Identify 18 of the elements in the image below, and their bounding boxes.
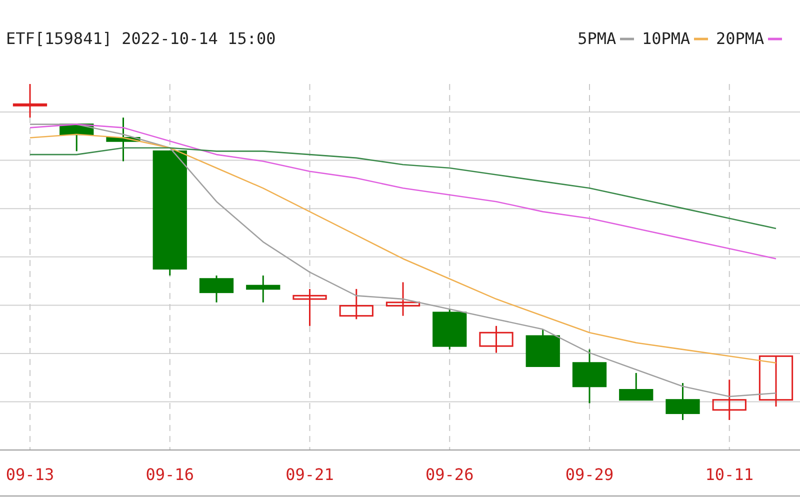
legend-label: 10PMA xyxy=(642,29,691,48)
candlestick xyxy=(246,274,280,304)
legend-label: 20PMA xyxy=(716,29,765,48)
x-tick-label: 09-26 xyxy=(426,465,474,484)
candlestick xyxy=(479,325,514,354)
candlestick xyxy=(712,378,746,421)
candlestick xyxy=(386,281,420,317)
x-tick-label: 10-11 xyxy=(705,465,754,484)
candlestick xyxy=(339,288,374,320)
x-tick-label: 09-29 xyxy=(565,465,614,484)
chart-title: ETF[159841] 2022-10-14 15:00 xyxy=(6,29,276,48)
candlestick xyxy=(12,83,48,118)
candlestick xyxy=(758,355,794,408)
x-tick-label: 09-13 xyxy=(6,465,54,484)
legend-label: 5PMA xyxy=(578,29,616,48)
candlestick xyxy=(292,288,327,327)
x-tick-label: 09-21 xyxy=(286,465,334,484)
x-tick-label: 09-16 xyxy=(146,465,194,484)
